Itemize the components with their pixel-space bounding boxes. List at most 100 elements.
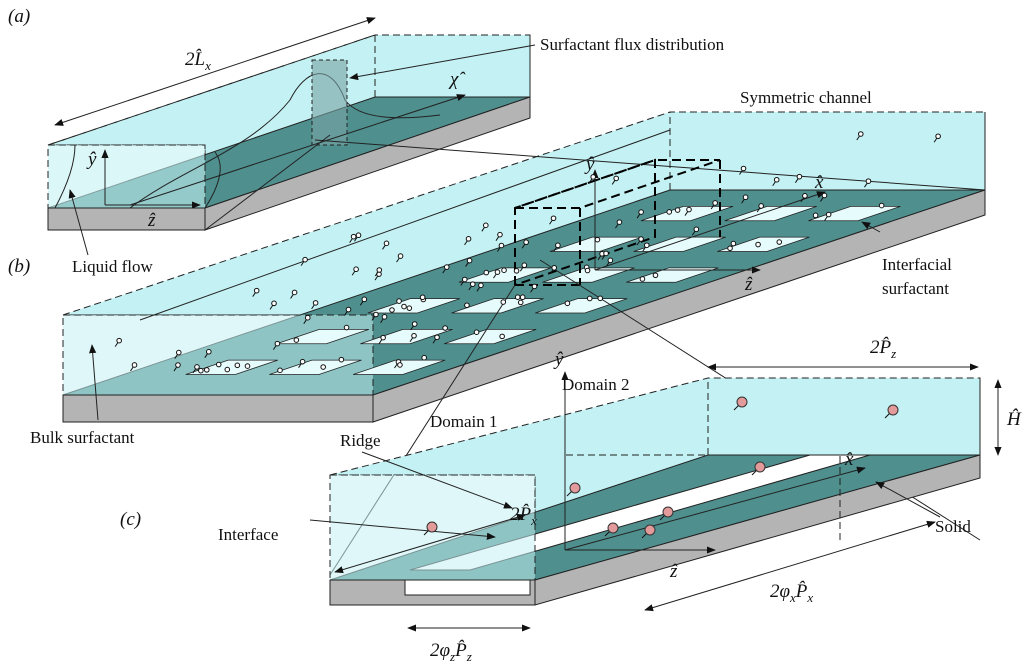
surfactant-head bbox=[427, 522, 437, 532]
interfacial-surfactant bbox=[813, 213, 818, 218]
interfacial-surfactant bbox=[339, 357, 344, 362]
surfactant-head bbox=[374, 312, 379, 317]
interfacial-surfactant bbox=[344, 325, 349, 330]
surfactant-head bbox=[292, 290, 297, 295]
interfacial-surfactant bbox=[502, 268, 507, 273]
surfactant-head bbox=[467, 258, 472, 263]
surfactant-head bbox=[398, 254, 403, 259]
interfacial-surfactant bbox=[398, 363, 403, 368]
surfactant-head bbox=[639, 210, 644, 215]
interfacial-surfactant bbox=[278, 368, 283, 373]
length-label: 2L̂x bbox=[185, 49, 211, 73]
interfacial-surfactant bbox=[514, 269, 519, 274]
surfactant-head bbox=[176, 350, 181, 355]
surfactant-head bbox=[694, 227, 699, 232]
interfacial-surfactant bbox=[225, 367, 230, 372]
surfactant-head bbox=[484, 223, 489, 228]
surfactant-head bbox=[866, 179, 871, 184]
height-label: Ĥ bbox=[1006, 408, 1022, 430]
interfacial-surfactant bbox=[585, 268, 590, 273]
surfactant-head bbox=[759, 204, 764, 209]
interfacial-surfactant bbox=[675, 208, 680, 213]
z-axis-a: ẑ bbox=[147, 210, 156, 231]
interfacial-surfactant bbox=[465, 303, 470, 308]
interfacial-surfactant bbox=[879, 203, 884, 208]
interfacial-surfactant bbox=[518, 300, 523, 305]
surfactant-head bbox=[412, 322, 417, 327]
surfactant-head bbox=[479, 283, 484, 288]
surfactant-head bbox=[362, 297, 367, 302]
surfactant-head bbox=[532, 284, 537, 289]
y-axis-c: ŷ bbox=[553, 349, 564, 370]
surfactant-head bbox=[774, 177, 779, 182]
surfactant-head bbox=[313, 301, 318, 306]
interfacial-surfactant bbox=[598, 296, 603, 301]
surfactant-head bbox=[737, 397, 747, 407]
surfactant-head bbox=[687, 207, 692, 212]
pz-label: 2P̂z bbox=[870, 337, 896, 361]
surfactant-head bbox=[755, 462, 765, 472]
surfactant-head bbox=[731, 241, 736, 246]
figure: (a) 2L̂x Surfactant flux distribution χ̂… bbox=[0, 0, 1027, 665]
interfacial-surfactant bbox=[520, 295, 525, 300]
interfacial-surfactant bbox=[420, 295, 425, 300]
interfacial-label: surfactant bbox=[882, 279, 949, 298]
surfactant-head bbox=[254, 288, 259, 293]
interfacial-surfactant bbox=[443, 326, 448, 331]
surfactant-head bbox=[644, 243, 649, 248]
phix-label: 2φxP̂x bbox=[770, 581, 813, 605]
y-axis-a: ŷ bbox=[86, 149, 97, 170]
interfacial-surfactant bbox=[294, 338, 299, 343]
surfactant-head bbox=[713, 201, 718, 206]
interfacial-surfactant bbox=[595, 237, 600, 242]
surfactant-head bbox=[604, 251, 609, 256]
z-axis-c: ẑ bbox=[669, 561, 678, 582]
flow-label: Liquid flow bbox=[72, 257, 153, 276]
surfactant-head bbox=[797, 174, 802, 179]
surfactant-head bbox=[300, 359, 305, 364]
interfacial-surfactant bbox=[474, 330, 479, 335]
surfactant-head bbox=[803, 194, 808, 199]
surfactant-head bbox=[858, 132, 863, 137]
interfacial-surfactant bbox=[501, 300, 506, 305]
channel-title: Symmetric channel bbox=[740, 88, 872, 107]
domain1-label: Domain 1 bbox=[430, 412, 498, 431]
surfactant-head bbox=[206, 349, 211, 354]
surfactant-head bbox=[570, 483, 580, 493]
surfactant-head bbox=[551, 216, 556, 221]
surfactant-head bbox=[351, 234, 356, 239]
surfactant-head bbox=[524, 240, 529, 245]
interfacial-surfactant bbox=[407, 306, 412, 311]
interfacial-surfactant bbox=[235, 363, 240, 368]
surfactant-head bbox=[614, 176, 619, 181]
surfactant-head bbox=[663, 507, 673, 517]
surfactant-head bbox=[470, 282, 475, 287]
surfactant-head bbox=[645, 525, 655, 535]
interfacial-surfactant bbox=[756, 242, 761, 247]
panel-c-label: (c) bbox=[120, 509, 141, 530]
y-axis-b: ŷ bbox=[584, 154, 595, 175]
interfacial-surfactant bbox=[565, 301, 570, 306]
surfactant-head bbox=[305, 315, 310, 320]
solid-label: Solid bbox=[935, 517, 971, 536]
interfacial-surfactant bbox=[422, 355, 427, 360]
surfactant-head bbox=[275, 341, 280, 346]
surfactant-head bbox=[462, 277, 467, 282]
interfacial-surfactant bbox=[402, 304, 407, 309]
surfactant-head bbox=[522, 263, 527, 268]
surfactant-head bbox=[826, 212, 831, 217]
surfactant-head bbox=[444, 265, 449, 270]
surfactant-head bbox=[132, 363, 137, 368]
surfactant-head bbox=[381, 335, 386, 340]
flux-label: Surfactant flux distribution bbox=[540, 35, 725, 54]
interfacial-surfactant bbox=[515, 295, 520, 300]
domain2-label: Domain 2 bbox=[562, 375, 630, 394]
surfactant-head bbox=[556, 243, 561, 248]
surfactant-head bbox=[384, 241, 389, 246]
interfacial-surfactant bbox=[397, 299, 402, 304]
interfacial-surfactant bbox=[500, 334, 505, 339]
surfactant-head bbox=[639, 237, 644, 242]
surfactant-head bbox=[117, 338, 122, 343]
surfactant-head bbox=[303, 257, 308, 262]
surfactant-head bbox=[617, 220, 622, 225]
